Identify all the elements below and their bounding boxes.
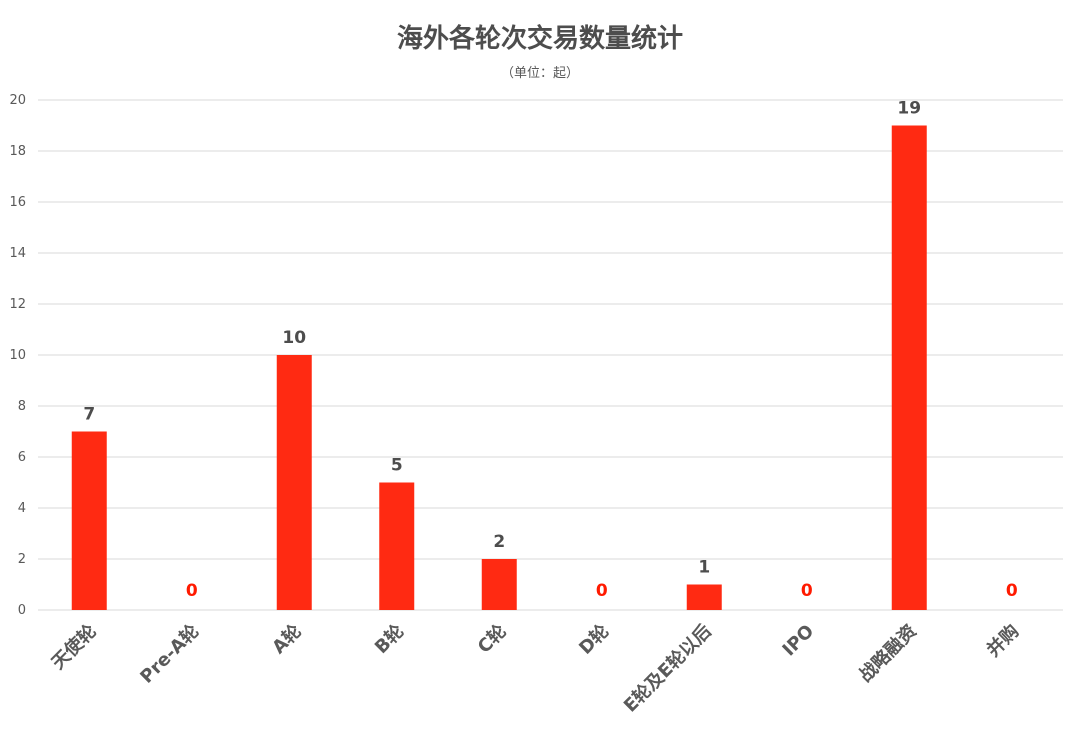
data-label: 1 [698, 558, 710, 578]
bar [379, 482, 415, 610]
chart-subtitle: （单位：起） [500, 66, 579, 81]
data-label: 10 [282, 328, 306, 348]
y-tick-label: 10 [9, 348, 26, 363]
y-tick-label: 0 [18, 603, 26, 618]
bar [686, 584, 722, 610]
category-label: 并购 [982, 620, 1023, 661]
y-tick-label: 18 [9, 144, 26, 159]
data-label: 0 [186, 581, 198, 601]
y-tick-label: 12 [9, 297, 26, 312]
y-tick-label: 8 [18, 399, 26, 414]
data-label: 0 [596, 581, 608, 601]
bar [71, 431, 107, 610]
y-tick-label: 14 [9, 246, 26, 261]
category-label: D轮 [574, 620, 613, 659]
category-label: E轮及E轮以后 [619, 620, 716, 717]
bar [481, 559, 517, 610]
category-label: 天使轮 [47, 620, 101, 674]
y-tick-label: 4 [18, 501, 26, 516]
data-label: 0 [801, 581, 813, 601]
y-tick-label: 6 [18, 450, 26, 465]
data-label: 19 [897, 99, 921, 119]
bar [891, 125, 927, 610]
data-label: 5 [391, 456, 403, 476]
bar [276, 355, 312, 610]
category-label: C轮 [473, 620, 511, 658]
category-label: IPO [779, 621, 819, 661]
category-label: A轮 [268, 620, 306, 658]
data-label: 7 [83, 405, 95, 425]
category-label: 战略融资 [854, 620, 920, 686]
chart-title: 海外各轮次交易数量统计 [396, 24, 683, 54]
category-label: B轮 [370, 620, 408, 658]
data-label: 2 [493, 532, 505, 552]
y-tick-label: 20 [9, 93, 26, 108]
y-tick-label: 16 [9, 195, 26, 210]
y-tick-label: 2 [18, 552, 26, 567]
category-label: Pre-A轮 [136, 620, 204, 688]
data-label: 0 [1006, 581, 1018, 601]
